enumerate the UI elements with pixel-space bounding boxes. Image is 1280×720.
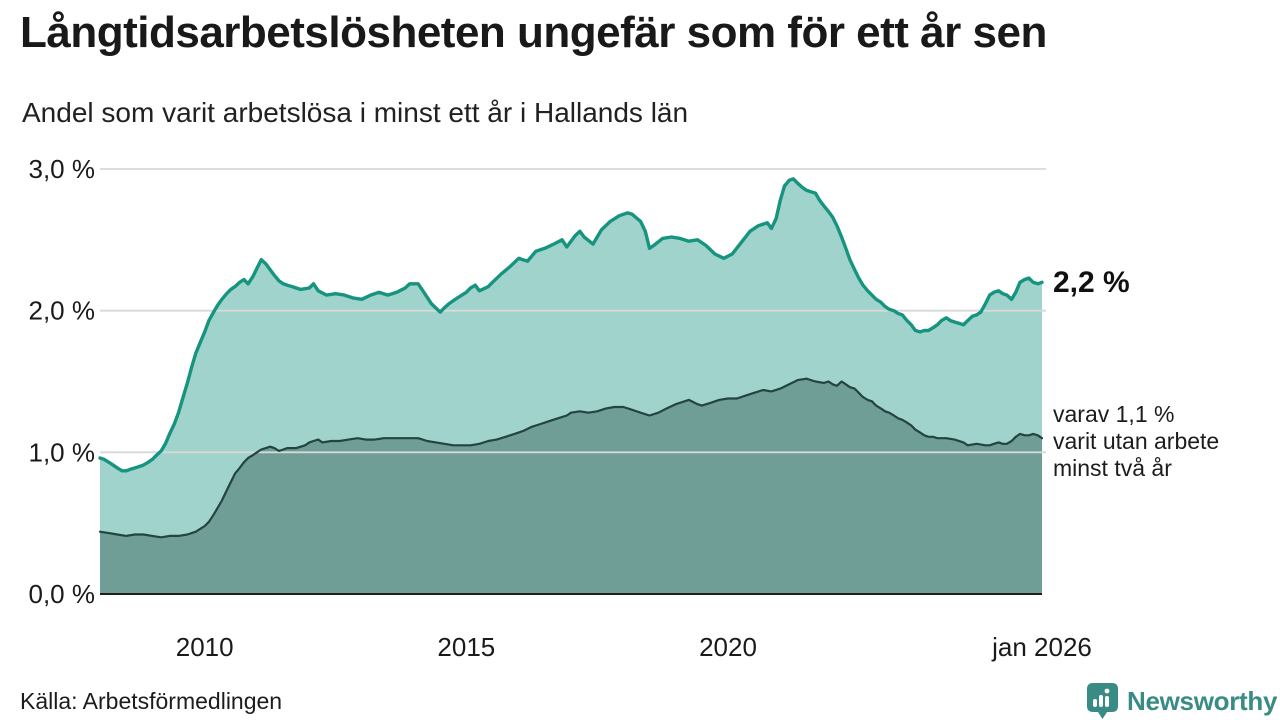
annotation-line: varit utan arbete [1053, 428, 1220, 454]
x-tick-label: 2020 [699, 632, 757, 662]
y-axis-labels: 0,0 % 1,0 % 2,0 % 3,0 % [29, 154, 96, 609]
y-tick-label: 3,0 % [29, 154, 96, 184]
end-value-label-total: 2,2 % [1053, 266, 1130, 299]
x-axis-labels: 2010 2015 2020 jan 2026 [176, 632, 1092, 662]
x-tick-label: 2015 [437, 632, 495, 662]
annotation-line: minst två år [1053, 455, 1172, 481]
chart-subtitle: Andel som varit arbetslösa i minst ett å… [22, 97, 689, 128]
annotation-line: varav 1,1 % [1053, 401, 1175, 427]
x-tick-label: jan 2026 [991, 632, 1092, 662]
page-title: Långtidsarbetslösheten ungefär som för e… [20, 8, 1047, 57]
end-value-label-lower: varav 1,1 % varit utan arbete minst två … [1053, 401, 1219, 482]
newsworthy-wordmark: Newsworthy [1127, 685, 1278, 716]
series-line-two-years [98, 377, 1044, 539]
x-tick-label: 2010 [176, 632, 234, 662]
newsworthy-logo: Newsworthy [1086, 682, 1277, 720]
series-area [100, 378, 1042, 594]
y-tick-label: 2,0 % [29, 296, 96, 326]
source-note: Källa: Arbetsförmedlingen [20, 688, 283, 714]
newsworthy-pin-icon [1087, 683, 1118, 719]
series-line-one-year [98, 177, 1044, 473]
y-tick-label: 0,0 % [29, 579, 96, 609]
chart-areas [100, 178, 1042, 594]
y-tick-label: 1,0 % [29, 437, 96, 467]
